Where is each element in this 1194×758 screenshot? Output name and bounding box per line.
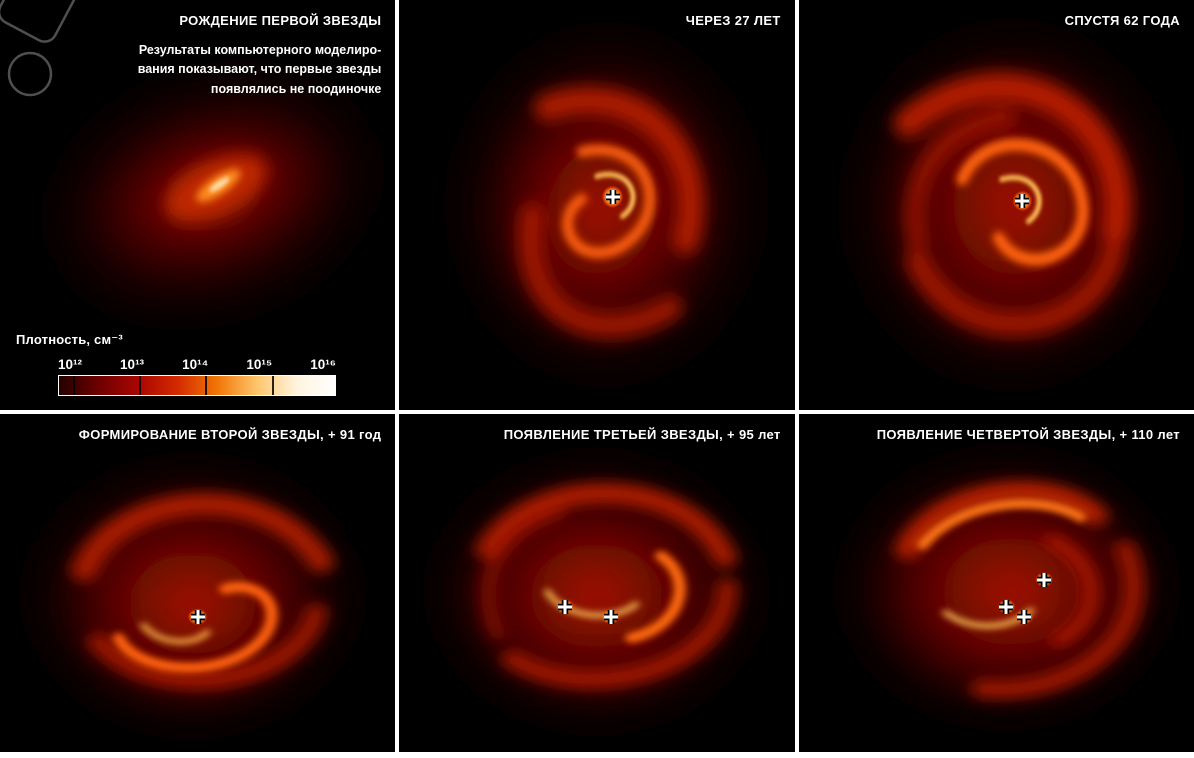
colorbar-body: 10¹² 10¹³ 10¹⁴ 10¹⁵ 10¹⁶ (58, 357, 336, 396)
panel-fourth-star: ПОЯВЛЕНИЕ ЧЕТВЕРТОЙ ЗВЕЗДЫ, + 110 лет (798, 414, 1194, 752)
colorbar-tick-mark (205, 376, 208, 395)
colorbar-tick-mark (72, 376, 75, 395)
panel-after-27-years: ЧЕРЕЗ 27 ЛЕТ (399, 0, 795, 410)
colorbar-tick-label: 10¹⁴ (182, 357, 209, 372)
colorbar-tick-label: 10¹⁶ (310, 357, 336, 372)
gas-density-render (828, 439, 1185, 736)
gas-density-render (833, 10, 1190, 400)
colorbar-tick-label: 10¹² (58, 357, 83, 372)
colorbar-label: Плотность, см⁻³ (16, 332, 123, 347)
colorbar-gradient-bar (58, 375, 336, 396)
colorbar-tick-label: 10¹⁵ (246, 357, 273, 372)
panel-62-years-later: СПУСТЯ 62 ГОДА (798, 0, 1194, 410)
density-colorbar: Плотность, см⁻³ 10¹² 10¹³ 10¹⁴ 10¹⁵ 10¹⁶ (16, 332, 338, 396)
decorative-outline (0, 0, 85, 97)
panel-third-star: ПОЯВЛЕНИЕ ТРЕТЬЕЙ ЗВЕЗДЫ, + 95 лет (399, 414, 795, 752)
gas-density-render (14, 447, 371, 744)
panel-birth-first-star: РОЖДЕНИЕ ПЕРВОЙ ЗВЕЗДЫ Результаты компью… (0, 0, 396, 410)
colorbar-tick-labels: 10¹² 10¹³ 10¹⁴ 10¹⁵ 10¹⁶ (58, 357, 336, 372)
panel-second-star: ФОРМИРОВАНИЕ ВТОРОЙ ЗВЕЗДЫ, + 91 год (0, 414, 396, 752)
colorbar-tick-mark (139, 376, 142, 395)
gas-density-render (33, 69, 392, 320)
colorbar-tick-mark (271, 376, 274, 395)
colorbar-tick-label: 10¹³ (120, 357, 145, 372)
gas-density-render (419, 443, 775, 740)
gas-density-render (443, 15, 770, 395)
